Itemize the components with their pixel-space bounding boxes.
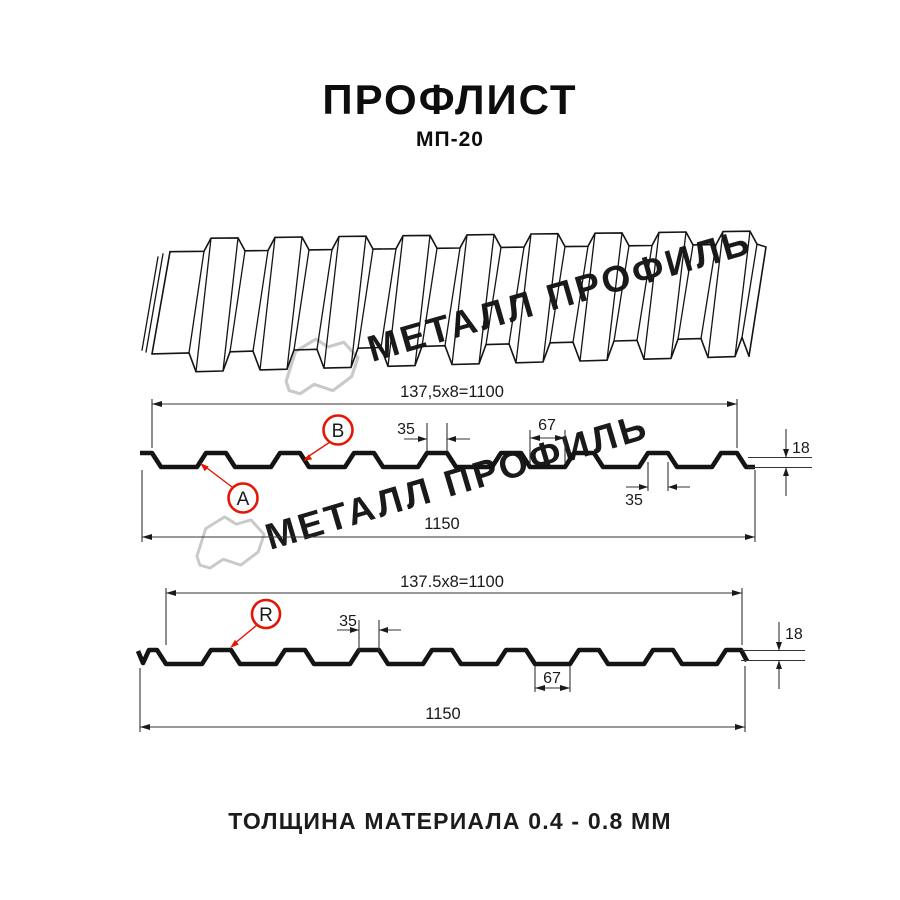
sheet3d-line	[195, 237, 212, 373]
brand-watermark-text: МЕТАЛЛ ПРОФИЛЬ	[261, 405, 654, 557]
sheet3d-line	[141, 256, 159, 351]
sheet3d-line	[293, 249, 310, 351]
sheet3d-line	[478, 233, 495, 365]
sheet3d-line	[286, 236, 303, 370]
sheet3d-line	[579, 232, 596, 362]
sheet3d-line	[508, 246, 525, 345]
profile-outline	[140, 450, 755, 470]
dim-rib-top-width: 35	[397, 421, 415, 438]
side-labels: A B	[200, 414, 354, 514]
cross-section-top: 137,5x8=1100 1150 35 67 35 18 A B	[140, 383, 812, 542]
dim-module-width: 137,5x8=1100	[400, 383, 504, 401]
sheet3d-line	[380, 248, 397, 349]
dim-rib-top-width: 35	[339, 613, 357, 630]
sheet3d-line	[357, 248, 374, 349]
sheet3d-line	[323, 235, 340, 369]
sheet3d-line	[421, 247, 438, 348]
page-title: ПРОФЛИСТ	[322, 76, 578, 123]
label-side-b: B	[332, 421, 345, 442]
sheet3d-line	[572, 245, 589, 343]
sheet3d-line	[485, 246, 502, 346]
sheet3d-line	[636, 244, 653, 342]
sheet3d-line	[542, 233, 559, 363]
sheet3d-line	[259, 236, 276, 371]
dim-pan-width: 67	[538, 417, 556, 434]
sheet3d-line	[549, 245, 566, 344]
sheet3d-line	[677, 244, 694, 340]
material-thickness-note: ТОЛЩИНА МАТЕРИАЛА 0.4 - 0.8 ММ	[228, 808, 672, 834]
sheet3d-line	[387, 235, 404, 367]
sheet3d-line	[451, 234, 468, 366]
sheet3d-line	[252, 249, 269, 352]
sheet3d-line	[670, 231, 687, 360]
sheet3d-line	[741, 243, 758, 339]
sheet3d-line	[734, 230, 751, 358]
dim-total-width: 1150	[425, 705, 460, 723]
dimension-lines	[141, 399, 812, 542]
sheet3d-line	[350, 235, 367, 369]
label-side-r: R	[259, 605, 273, 626]
sheet3d-line	[414, 234, 431, 367]
profile-model-subtitle: МП-20	[416, 128, 484, 151]
side-labels: R	[230, 598, 282, 648]
sheet3d-line	[188, 250, 205, 354]
sheet3d-line	[444, 247, 461, 347]
dimension-arrowheads	[140, 590, 782, 730]
brand-logo-watermark	[284, 337, 360, 396]
label-r-circle	[250, 598, 282, 630]
sheet3d-line	[515, 233, 532, 364]
sheet3d-line	[145, 253, 164, 353]
sheet3d-line	[613, 245, 630, 342]
dim-module-width: 137.5x8=1100	[400, 573, 504, 591]
sheet3d-line	[229, 250, 246, 353]
sheet3d-line	[606, 232, 623, 361]
dimension-arrowheads	[142, 401, 789, 540]
sheet3d-line	[643, 231, 660, 360]
profile-sheet-3d-view	[141, 230, 767, 373]
label-a-circle	[227, 482, 259, 514]
dim-pan-width: 67	[543, 670, 561, 687]
dimension-lines	[139, 588, 805, 732]
label-side-a: A	[237, 489, 250, 510]
sheet3d-line	[700, 243, 717, 340]
cross-section-bottom: 137.5x8=1100 1150 35 67 18 R	[135, 573, 805, 732]
profile-outline	[135, 647, 750, 667]
dim-rib-bottom-width: 35	[625, 492, 643, 509]
dim-profile-height: 18	[785, 626, 803, 643]
sheet3d-line	[707, 230, 724, 359]
sheet3d-line	[151, 336, 750, 373]
dim-total-width: 1150	[424, 515, 459, 533]
sheet3d-line	[151, 250, 171, 355]
dim-profile-height: 18	[792, 440, 810, 457]
sheet3d-line	[222, 237, 239, 372]
brand-logo-watermark	[195, 515, 266, 570]
sheet3d-line	[316, 248, 333, 350]
label-b-circle	[322, 414, 354, 446]
